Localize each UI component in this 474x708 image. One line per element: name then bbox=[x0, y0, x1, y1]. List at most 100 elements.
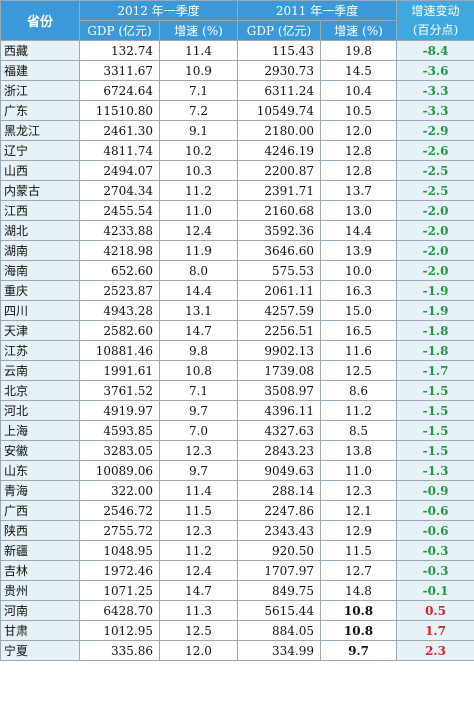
table-row: 甘肃 1012.95 12.5 884.05 10.8 1.7 bbox=[0, 620, 474, 641]
gdp-2011-cell: 3646.60 bbox=[237, 240, 322, 261]
gdp-2011-cell: 575.53 bbox=[237, 260, 322, 281]
province-cell: 新疆 bbox=[0, 540, 80, 561]
gdp-2011-cell: 4327.63 bbox=[237, 420, 322, 441]
rate-2012-cell: 14.7 bbox=[158, 580, 239, 601]
gdp-2011-cell: 2930.73 bbox=[237, 60, 322, 81]
rate-2012-cell: 11.3 bbox=[158, 600, 239, 621]
province-cell: 广东 bbox=[0, 100, 80, 121]
table-row: 湖南 4218.98 11.9 3646.60 13.9 -2.0 bbox=[0, 240, 474, 261]
gdp-2011-cell: 3592.36 bbox=[237, 220, 322, 241]
change-cell: -8.4 bbox=[396, 40, 474, 61]
province-cell: 上海 bbox=[0, 420, 80, 441]
gdp-growth-table: 省份 2012 年一季度 2011 年一季度 增速变动 (百分点) GDP (亿… bbox=[0, 0, 474, 661]
table-row: 江苏 10881.46 9.8 9902.13 11.6 -1.8 bbox=[0, 340, 474, 361]
rate-2011-cell: 10.5 bbox=[320, 100, 398, 121]
change-cell: -1.9 bbox=[396, 300, 474, 321]
table-row: 天津 2582.60 14.7 2256.51 16.5 -1.8 bbox=[0, 320, 474, 341]
gdp-2012-cell: 2755.72 bbox=[79, 520, 160, 541]
table-row: 辽宁 4811.74 10.2 4246.19 12.8 -2.6 bbox=[0, 140, 474, 161]
province-cell: 西藏 bbox=[0, 40, 80, 61]
table-row: 浙江 6724.64 7.1 6311.24 10.4 -3.3 bbox=[0, 80, 474, 101]
rate-2012-cell: 11.0 bbox=[158, 200, 239, 221]
rate-2012-header: 增速 (%) bbox=[158, 20, 239, 41]
gdp-2012-cell: 3311.67 bbox=[79, 60, 160, 81]
rate-2011-cell: 10.4 bbox=[320, 80, 398, 101]
table-row: 青海 322.00 11.4 288.14 12.3 -0.9 bbox=[0, 480, 474, 501]
rate-2012-cell: 11.2 bbox=[158, 540, 239, 561]
province-cell: 山东 bbox=[0, 460, 80, 481]
change-cell: 1.7 bbox=[396, 620, 474, 641]
gdp-2011-cell: 2256.51 bbox=[237, 320, 322, 341]
change-cell: -1.9 bbox=[396, 280, 474, 301]
province-cell: 福建 bbox=[0, 60, 80, 81]
rate-2011-cell: 11.0 bbox=[320, 460, 398, 481]
rate-2011-cell: 13.0 bbox=[320, 200, 398, 221]
change-cell: -1.5 bbox=[396, 440, 474, 461]
table-row: 陕西 2755.72 12.3 2343.43 12.9 -0.6 bbox=[0, 520, 474, 541]
change-cell: -1.5 bbox=[396, 380, 474, 401]
gdp-2012-cell: 322.00 bbox=[79, 480, 160, 501]
province-cell: 陕西 bbox=[0, 520, 80, 541]
rate-2012-cell: 12.4 bbox=[158, 220, 239, 241]
rate-2011-cell: 8.5 bbox=[320, 420, 398, 441]
rate-2011-cell: 11.5 bbox=[320, 540, 398, 561]
rate-2011-cell: 12.8 bbox=[320, 160, 398, 181]
province-cell: 山西 bbox=[0, 160, 80, 181]
table-row: 广西 2546.72 11.5 2247.86 12.1 -0.6 bbox=[0, 500, 474, 521]
table-row: 广东 11510.80 7.2 10549.74 10.5 -3.3 bbox=[0, 100, 474, 121]
province-cell: 黑龙江 bbox=[0, 120, 80, 141]
rate-2011-cell: 12.1 bbox=[320, 500, 398, 521]
province-cell: 河北 bbox=[0, 400, 80, 421]
rate-2012-cell: 12.4 bbox=[158, 560, 239, 581]
change-cell: -1.5 bbox=[396, 400, 474, 421]
province-cell: 四川 bbox=[0, 300, 80, 321]
rate-2012-cell: 9.7 bbox=[158, 460, 239, 481]
province-cell: 贵州 bbox=[0, 580, 80, 601]
gdp-2011-cell: 2391.71 bbox=[237, 180, 322, 201]
gdp-2012-cell: 335.86 bbox=[79, 640, 160, 661]
gdp-2012-cell: 2546.72 bbox=[79, 500, 160, 521]
change-cell: -2.5 bbox=[396, 160, 474, 181]
rate-2011-cell: 15.0 bbox=[320, 300, 398, 321]
province-cell: 青海 bbox=[0, 480, 80, 501]
rate-2011-cell: 13.8 bbox=[320, 440, 398, 461]
rate-2012-cell: 12.3 bbox=[158, 440, 239, 461]
gdp-2012-cell: 2461.30 bbox=[79, 120, 160, 141]
province-cell: 湖北 bbox=[0, 220, 80, 241]
rate-2011-cell: 11.6 bbox=[320, 340, 398, 361]
table-row: 新疆 1048.95 11.2 920.50 11.5 -0.3 bbox=[0, 540, 474, 561]
province-cell: 重庆 bbox=[0, 280, 80, 301]
rate-2011-cell: 10.8 bbox=[320, 600, 398, 621]
gdp-2012-cell: 1048.95 bbox=[79, 540, 160, 561]
gdp-2011-cell: 3508.97 bbox=[237, 380, 322, 401]
change-cell: -0.9 bbox=[396, 480, 474, 501]
gdp-2012-cell: 11510.80 bbox=[79, 100, 160, 121]
gdp-2011-cell: 4257.59 bbox=[237, 300, 322, 321]
province-column-header: 省份 bbox=[0, 0, 80, 41]
rate-2012-cell: 12.0 bbox=[158, 640, 239, 661]
rate-2012-cell: 14.7 bbox=[158, 320, 239, 341]
gdp-2012-cell: 4811.74 bbox=[79, 140, 160, 161]
gdp-2012-cell: 1972.46 bbox=[79, 560, 160, 581]
header-row-metrics: GDP (亿元) 增速 (%) GDP (亿元) 增速 (%) bbox=[1, 20, 474, 41]
gdp-2011-cell: 1707.97 bbox=[237, 560, 322, 581]
rate-2011-cell: 13.7 bbox=[320, 180, 398, 201]
gdp-2012-cell: 2494.07 bbox=[79, 160, 160, 181]
rate-2011-cell: 12.8 bbox=[320, 140, 398, 161]
province-cell: 北京 bbox=[0, 380, 80, 401]
gdp-2011-header: GDP (亿元) bbox=[237, 20, 322, 41]
gdp-2011-cell: 334.99 bbox=[237, 640, 322, 661]
table-row: 山东 10089.06 9.7 9049.63 11.0 -1.3 bbox=[0, 460, 474, 481]
gdp-2011-cell: 4246.19 bbox=[237, 140, 322, 161]
rate-2011-cell: 16.3 bbox=[320, 280, 398, 301]
change-cell: -2.5 bbox=[396, 180, 474, 201]
province-cell: 内蒙古 bbox=[0, 180, 80, 201]
rate-2011-cell: 10.8 bbox=[320, 620, 398, 641]
table-row: 四川 4943.28 13.1 4257.59 15.0 -1.9 bbox=[0, 300, 474, 321]
rate-2012-cell: 7.0 bbox=[158, 420, 239, 441]
gdp-2012-cell: 2455.54 bbox=[79, 200, 160, 221]
change-cell: -0.1 bbox=[396, 580, 474, 601]
change-cell: -0.3 bbox=[396, 560, 474, 581]
table-row: 贵州 1071.25 14.7 849.75 14.8 -0.1 bbox=[0, 580, 474, 601]
gdp-2012-cell: 1071.25 bbox=[79, 580, 160, 601]
